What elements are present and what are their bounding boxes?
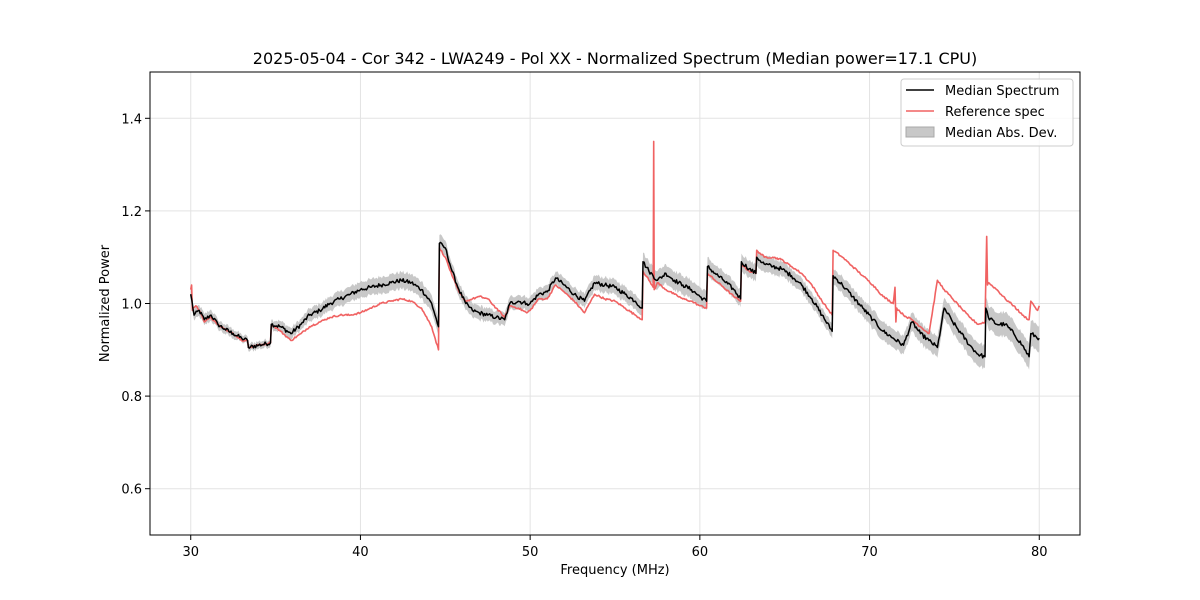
legend-mad-label: Median Abs. Dev. [945,126,1057,141]
y-tick-label: 0.6 [121,483,142,498]
y-tick-label: 1.2 [121,205,142,220]
y-axis-label: Normalized Power [98,244,113,362]
reference-line-layer [189,140,1041,351]
reference-spec-line [189,140,1041,351]
x-tick-label: 50 [522,545,539,560]
x-tick-label: 80 [1031,545,1048,560]
y-tick-label: 1.4 [121,112,142,127]
chart-title: 2025-05-04 - Cor 342 - LWA249 - Pol XX -… [253,49,977,68]
x-axis: 30 40 50 60 70 80 [182,535,1048,560]
median-spectrum-line [189,241,1040,359]
x-tick-label: 40 [352,545,369,560]
x-tick-label: 60 [692,545,709,560]
legend: Median Spectrum Reference spec Median Ab… [900,78,1074,147]
y-axis: 0.6 0.8 1.0 1.2 1.4 [121,112,150,498]
x-axis-label: Frequency (MHz) [560,563,669,578]
legend-median-label: Median Spectrum [945,84,1059,99]
y-tick-label: 1.0 [121,298,142,313]
legend-box [900,78,1074,147]
median-line-layer [189,241,1040,359]
grid [150,72,1080,535]
x-tick-label: 30 [182,545,199,560]
y-tick-label: 0.8 [121,390,142,405]
x-tick-label: 70 [861,545,878,560]
legend-reference-label: Reference spec [945,105,1045,120]
legend-mad-swatch [905,126,935,138]
